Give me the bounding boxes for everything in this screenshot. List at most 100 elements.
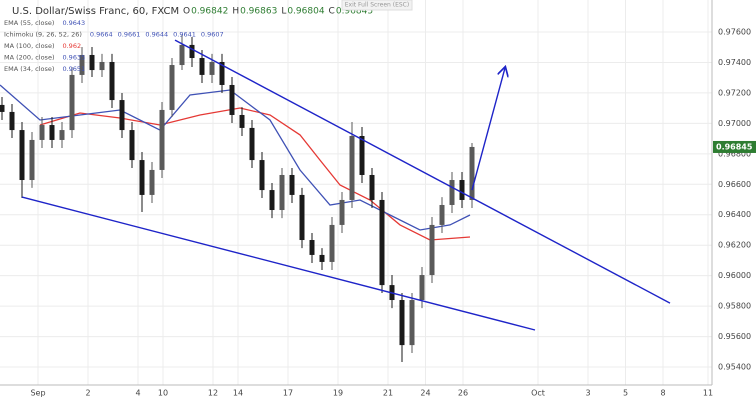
candle-body (439, 204, 445, 225)
candle-body (39, 125, 45, 140)
candle-body (79, 54, 85, 75)
candle-body (399, 300, 405, 346)
y-tick-label: 0.95400 (718, 363, 751, 372)
moving-average-line (39, 107, 471, 241)
candle-body (69, 74, 75, 131)
x-tick-label: 2 (85, 389, 90, 398)
tooltip-box (341, 0, 413, 11)
chart-title: U.S. Dollar/Swiss Franc, 60, FXCM (12, 6, 179, 17)
candle-body (319, 254, 325, 262)
x-tick-label: 21 (383, 389, 393, 398)
candle-body (199, 58, 205, 75)
candle-body (289, 174, 295, 195)
x-tick-label: Sep (30, 389, 45, 398)
candle-body (249, 127, 255, 161)
candle-body (29, 139, 35, 181)
candle-body (409, 300, 415, 346)
x-tick-label: 19 (333, 389, 343, 398)
ohlc-value: 0.96863 (240, 7, 277, 17)
candle-body (129, 130, 135, 161)
study-value: 0.9635 (62, 54, 85, 62)
y-tick-label: 0.96800 (718, 149, 751, 158)
y-tick-label: 0.96000 (718, 271, 751, 280)
grid (0, 0, 712, 385)
legend: U.S. Dollar/Swiss Franc, 60, FXCM O 0.9684… (4, 6, 373, 73)
trend-line (21, 196, 536, 331)
ohlc-key: C (329, 7, 335, 17)
ohlc-value: 0.96842 (191, 7, 228, 17)
y-tick-label: 0.96600 (718, 180, 751, 189)
x-tick-label: 26 (458, 389, 468, 398)
arrow (471, 68, 505, 191)
x-tick-label: 17 (283, 389, 293, 398)
candle-body (349, 135, 355, 200)
x-tick-label: 14 (233, 389, 243, 398)
x-tick-label: 3 (585, 389, 590, 398)
study-value: 0.9607 (201, 31, 224, 39)
study-value: 0.9644 (145, 31, 168, 39)
candle-body (209, 61, 215, 75)
x-tick-label: 4 (135, 389, 140, 398)
ohlc-key: H (232, 7, 239, 17)
study-name: MA (200, close) (4, 54, 54, 62)
x-tick-label: 10 (158, 389, 168, 398)
candle-body (449, 180, 455, 205)
candle-body (419, 275, 425, 301)
candle-body (169, 65, 175, 110)
candle-body (309, 240, 315, 255)
candle-body (159, 109, 165, 170)
y-tick-label: 0.95600 (718, 332, 751, 341)
axes: 0.95400 0.95600 0.95800 0.96000 0.96200 0.964… (30, 27, 756, 398)
candle-body (429, 224, 435, 276)
candle-body (459, 180, 465, 200)
candle-body (109, 61, 115, 101)
candle-body (89, 54, 95, 71)
x-tick-label: 24 (420, 389, 430, 398)
ohlc-key: O (183, 7, 190, 17)
y-tick-label: 0.95800 (718, 302, 751, 311)
study-value: 0.962 (62, 42, 81, 50)
candle-body (9, 111, 15, 131)
study-value: 0.9641 (173, 31, 196, 39)
study-name: EMA (55, close) (4, 19, 54, 27)
candle-body (49, 125, 55, 140)
candle-body (139, 160, 145, 195)
study-value: 0.9651 (62, 65, 85, 73)
candle-body (369, 174, 375, 200)
candle-body (149, 169, 155, 195)
candle-body (269, 190, 275, 211)
study-value: 0.9664 (90, 31, 113, 39)
trend-line (174, 39, 671, 304)
y-tick-label: 0.97600 (718, 27, 751, 36)
candle-body (189, 44, 195, 59)
moving-average-line (0, 84, 471, 231)
study-value: 0.9643 (62, 19, 85, 27)
candle-body (379, 199, 385, 286)
study-value: 0.9661 (118, 31, 141, 39)
candle-body (329, 224, 335, 262)
x-tick-label: 11 (703, 389, 713, 398)
candle-body (19, 130, 25, 181)
study-name: EMA (34, close) (4, 65, 54, 73)
last-price-tag (713, 140, 756, 153)
candle-body (119, 100, 125, 131)
candle-body (279, 174, 285, 211)
ohlc-value: 0.96804 (287, 7, 324, 17)
x-tick-label: 5 (623, 389, 628, 398)
candle-body (259, 160, 265, 191)
candle-body (299, 194, 305, 241)
study-name: MA (100, close) (4, 42, 54, 50)
candle-body (0, 104, 5, 112)
candle-body (59, 130, 65, 140)
ohlc-key: L (281, 7, 286, 17)
candle-body (239, 114, 245, 128)
candle-body (469, 146, 475, 200)
plot-area (0, 35, 671, 363)
candle-body (99, 61, 105, 71)
x-tick-label: Oct (531, 389, 545, 398)
candle-body (359, 135, 365, 175)
y-tick-label: 0.97200 (718, 88, 751, 97)
y-tick-label: 0.97000 (718, 119, 751, 128)
y-tick-label: 0.97400 (718, 58, 751, 67)
